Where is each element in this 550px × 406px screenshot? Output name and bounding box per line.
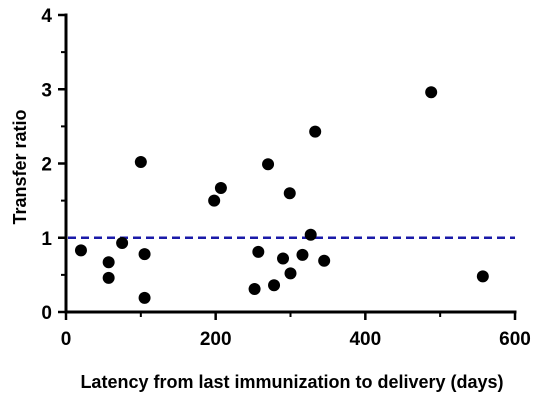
data-point bbox=[74, 244, 87, 257]
data-point bbox=[138, 248, 151, 261]
y-tick-label: 2 bbox=[41, 155, 52, 176]
data-point bbox=[102, 271, 115, 284]
data-point bbox=[138, 291, 151, 304]
data-point bbox=[102, 256, 115, 269]
x-tick-label: 200 bbox=[200, 329, 232, 350]
data-point bbox=[304, 228, 317, 241]
data-point bbox=[248, 282, 261, 295]
data-point bbox=[425, 86, 438, 99]
data-point bbox=[134, 156, 147, 169]
x-tick-label: 400 bbox=[349, 329, 381, 350]
data-point bbox=[262, 158, 275, 171]
y-axis-title: Transfer ratio bbox=[10, 109, 30, 224]
y-tick-label: 4 bbox=[41, 6, 52, 27]
data-point bbox=[208, 194, 221, 207]
x-tick-label: 0 bbox=[61, 329, 72, 350]
x-tick-label: 600 bbox=[499, 329, 531, 350]
data-point bbox=[214, 182, 227, 195]
data-point bbox=[318, 254, 331, 267]
data-point bbox=[116, 236, 129, 249]
data-point bbox=[277, 252, 290, 265]
data-point bbox=[283, 187, 296, 200]
y-tick-label: 0 bbox=[41, 303, 52, 324]
data-point bbox=[284, 267, 297, 280]
y-tick-label: 3 bbox=[41, 80, 52, 101]
x-axis-title: Latency from last immunization to delive… bbox=[80, 372, 503, 392]
data-point bbox=[476, 270, 489, 283]
data-point bbox=[268, 279, 281, 292]
y-tick-label: 1 bbox=[41, 229, 52, 250]
data-point bbox=[309, 125, 322, 138]
data-point bbox=[296, 248, 309, 261]
data-point bbox=[252, 245, 265, 258]
